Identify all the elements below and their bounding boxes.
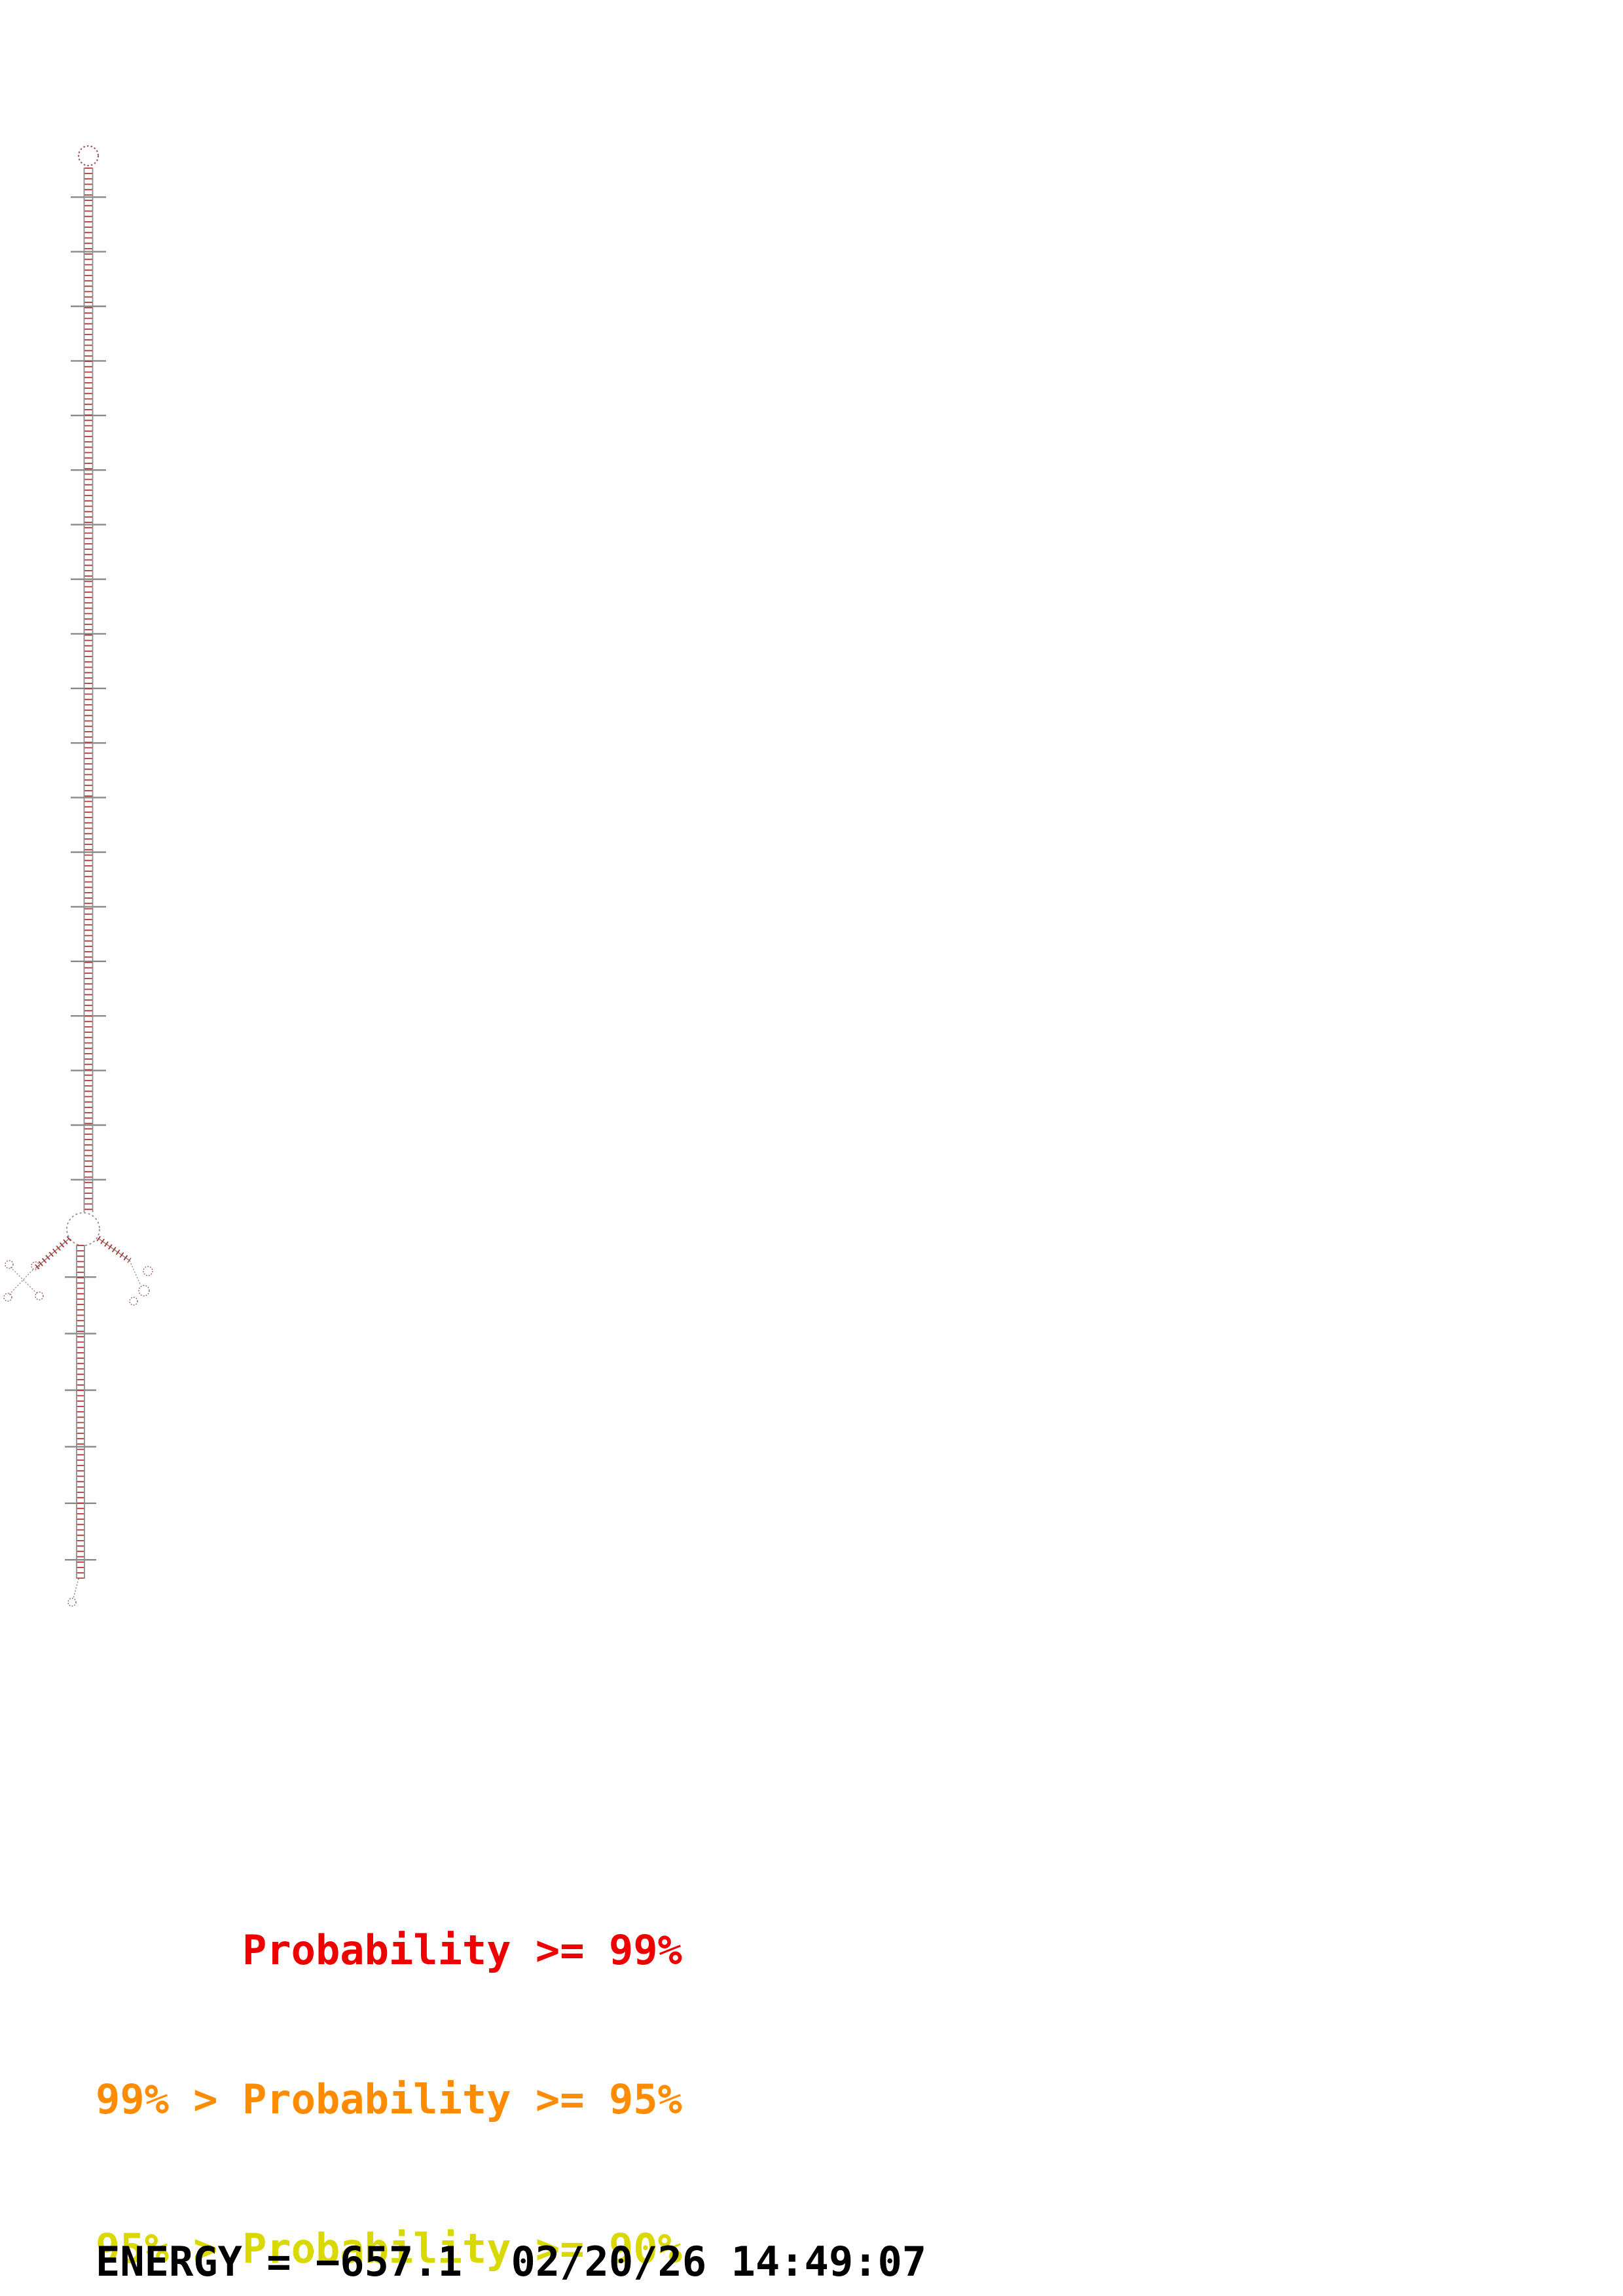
multibranch-loop [66, 1212, 100, 1246]
legend-line-90-95: 95% > Probability >= 90% [96, 2225, 682, 2272]
left-branch [3, 1236, 71, 1302]
three-prime-tail [67, 1578, 79, 1607]
legend-line-99: Probability >= 99% [96, 1926, 682, 1974]
legend-line-95-99: 99% > Probability >= 95% [96, 2075, 682, 2123]
terminal-hairpin-loop [77, 145, 100, 167]
probability-legend: Probability >= 99% 99% > Probability >= … [96, 1826, 682, 2296]
rna-structure-diagram [3, 145, 153, 1607]
right-branch [96, 1236, 153, 1306]
energy-caption: ENERGY = −657.1 02/20/26 14:49:07 [96, 2238, 927, 2286]
